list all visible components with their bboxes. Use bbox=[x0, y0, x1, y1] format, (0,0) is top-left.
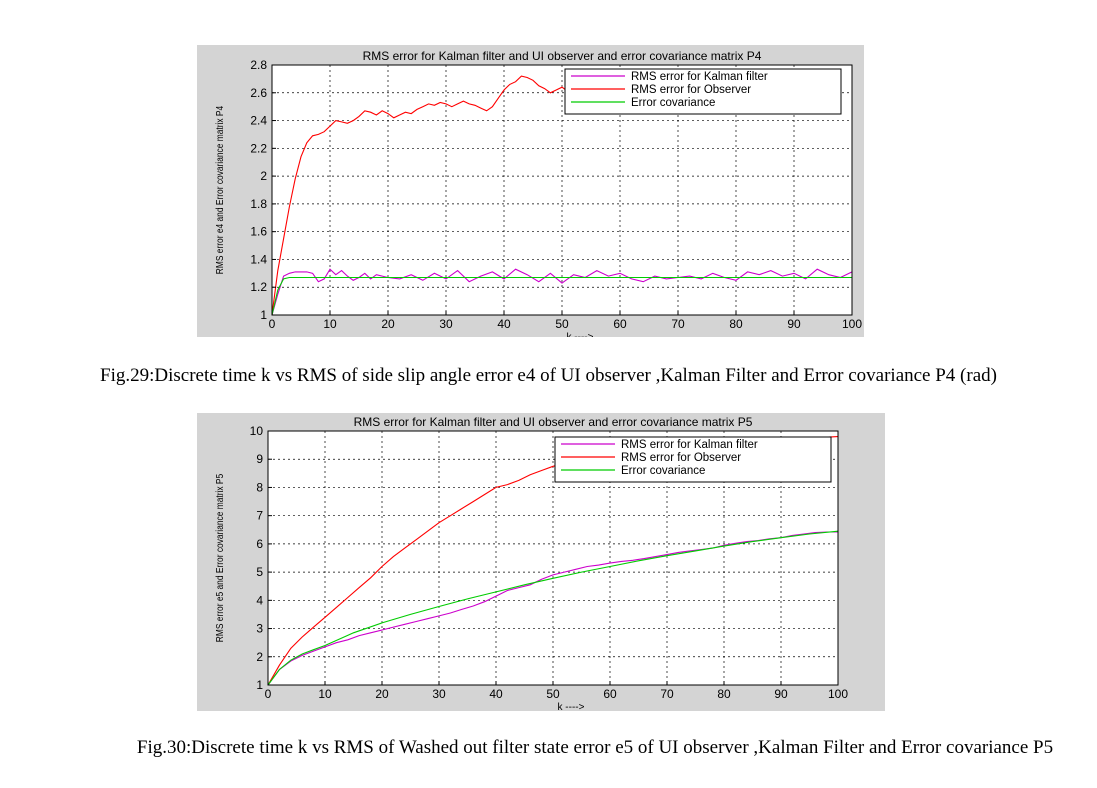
x-tick-label: 60 bbox=[603, 687, 617, 701]
x-tick-label: 70 bbox=[660, 687, 674, 701]
y-tick-label: 3 bbox=[256, 622, 263, 636]
x-tick-label: 50 bbox=[546, 687, 560, 701]
x-tick-label: 70 bbox=[671, 317, 685, 331]
y-tick-label: 5 bbox=[256, 565, 263, 579]
grid bbox=[272, 65, 852, 315]
y-tick-label: 7 bbox=[256, 509, 263, 523]
x-tick-label: 60 bbox=[613, 317, 627, 331]
y-tick-label: 1.6 bbox=[250, 225, 267, 239]
y-tick-label: 1.8 bbox=[250, 197, 267, 211]
grid bbox=[268, 431, 838, 685]
y-axis-label: RMS error e5 and Error covariance matrix… bbox=[214, 474, 226, 642]
x-tick-label: 100 bbox=[828, 687, 848, 701]
y-axis-label: RMS error e4 and Error covariance matrix… bbox=[214, 106, 226, 274]
x-axis-label: k ----> bbox=[567, 332, 594, 337]
x-tick-label: 10 bbox=[318, 687, 332, 701]
x-tick-label: 20 bbox=[381, 317, 395, 331]
x-tick-label: 40 bbox=[489, 687, 503, 701]
legend-label-1: RMS error for Kalman filter bbox=[631, 71, 768, 83]
x-tick-label: 100 bbox=[842, 317, 862, 331]
y-tick-label: 4 bbox=[256, 593, 263, 607]
legend-label-3: Error covariance bbox=[631, 97, 715, 109]
y-tick-label: 2 bbox=[256, 650, 263, 664]
y-tick-label: 1.2 bbox=[250, 280, 267, 294]
series-line-1 bbox=[267, 531, 838, 686]
y-tick-label: 9 bbox=[256, 452, 263, 466]
series-line-3 bbox=[267, 530, 839, 686]
chart-p4: 0 10 20 30 40 50 60 70 80 90 100 1 1.2 1.4 1.6 1.8 2 2.2 2… bbox=[214, 49, 862, 337]
legend-label-2: RMS error for Observer bbox=[631, 84, 751, 96]
figure-30: 0 10 20 30 40 50 60 70 80 90 100 1 2 3 4 5 6 7 8 9 10 RMS err… bbox=[197, 413, 885, 711]
y-tick-label: 2.6 bbox=[250, 86, 267, 100]
x-tick-label: 0 bbox=[269, 317, 276, 331]
y-tick-label: 2.2 bbox=[250, 141, 267, 155]
figure-29-caption: Fig.29:Discrete time k vs RMS of side sl… bbox=[100, 365, 997, 386]
x-tick-label: 30 bbox=[439, 317, 453, 331]
y-tick-label: 1 bbox=[260, 308, 267, 322]
x-tick-label: 10 bbox=[323, 317, 337, 331]
x-tick-label: 80 bbox=[729, 317, 743, 331]
figure-30-caption: Fig.30:Discrete time k vs RMS of Washed … bbox=[136, 737, 1054, 758]
y-tick-label: 10 bbox=[250, 424, 264, 438]
x-tick-label: 0 bbox=[265, 687, 272, 701]
y-tick-label: 6 bbox=[256, 537, 263, 551]
series-line-3 bbox=[271, 276, 852, 316]
x-tick-label: 90 bbox=[774, 687, 788, 701]
figure-29: 0 10 20 30 40 50 60 70 80 90 100 1 1.2 1.4 1.6 1.8 2 2.2 2… bbox=[197, 45, 864, 337]
y-tick-label: 2 bbox=[260, 169, 267, 183]
y-tick-label: 1 bbox=[256, 678, 263, 692]
legend-label-2: RMS error for Observer bbox=[621, 452, 741, 464]
series-line-1 bbox=[271, 268, 853, 316]
legend-label-1: RMS error for Kalman filter bbox=[621, 439, 758, 451]
y-tick-label: 2.4 bbox=[250, 114, 267, 128]
x-axis-label: k ----> bbox=[558, 702, 585, 711]
chart-title: RMS error for Kalman filter and UI obser… bbox=[354, 415, 753, 429]
chart-title: RMS error for Kalman filter and UI obser… bbox=[363, 49, 762, 63]
legend-label-3: Error covariance bbox=[621, 465, 705, 477]
x-tick-label: 20 bbox=[375, 687, 389, 701]
y-tick-label: 2.8 bbox=[250, 58, 267, 72]
x-tick-label: 80 bbox=[717, 687, 731, 701]
x-tick-label: 40 bbox=[497, 317, 511, 331]
x-tick-label: 30 bbox=[432, 687, 446, 701]
x-tick-label: 50 bbox=[555, 317, 569, 331]
chart-p5: 0 10 20 30 40 50 60 70 80 90 100 1 2 3 4 5 6 7 8 9 10 RMS err… bbox=[214, 415, 848, 711]
y-tick-label: 1.4 bbox=[250, 252, 267, 266]
y-tick-label: 8 bbox=[256, 480, 263, 494]
x-tick-label: 90 bbox=[787, 317, 801, 331]
